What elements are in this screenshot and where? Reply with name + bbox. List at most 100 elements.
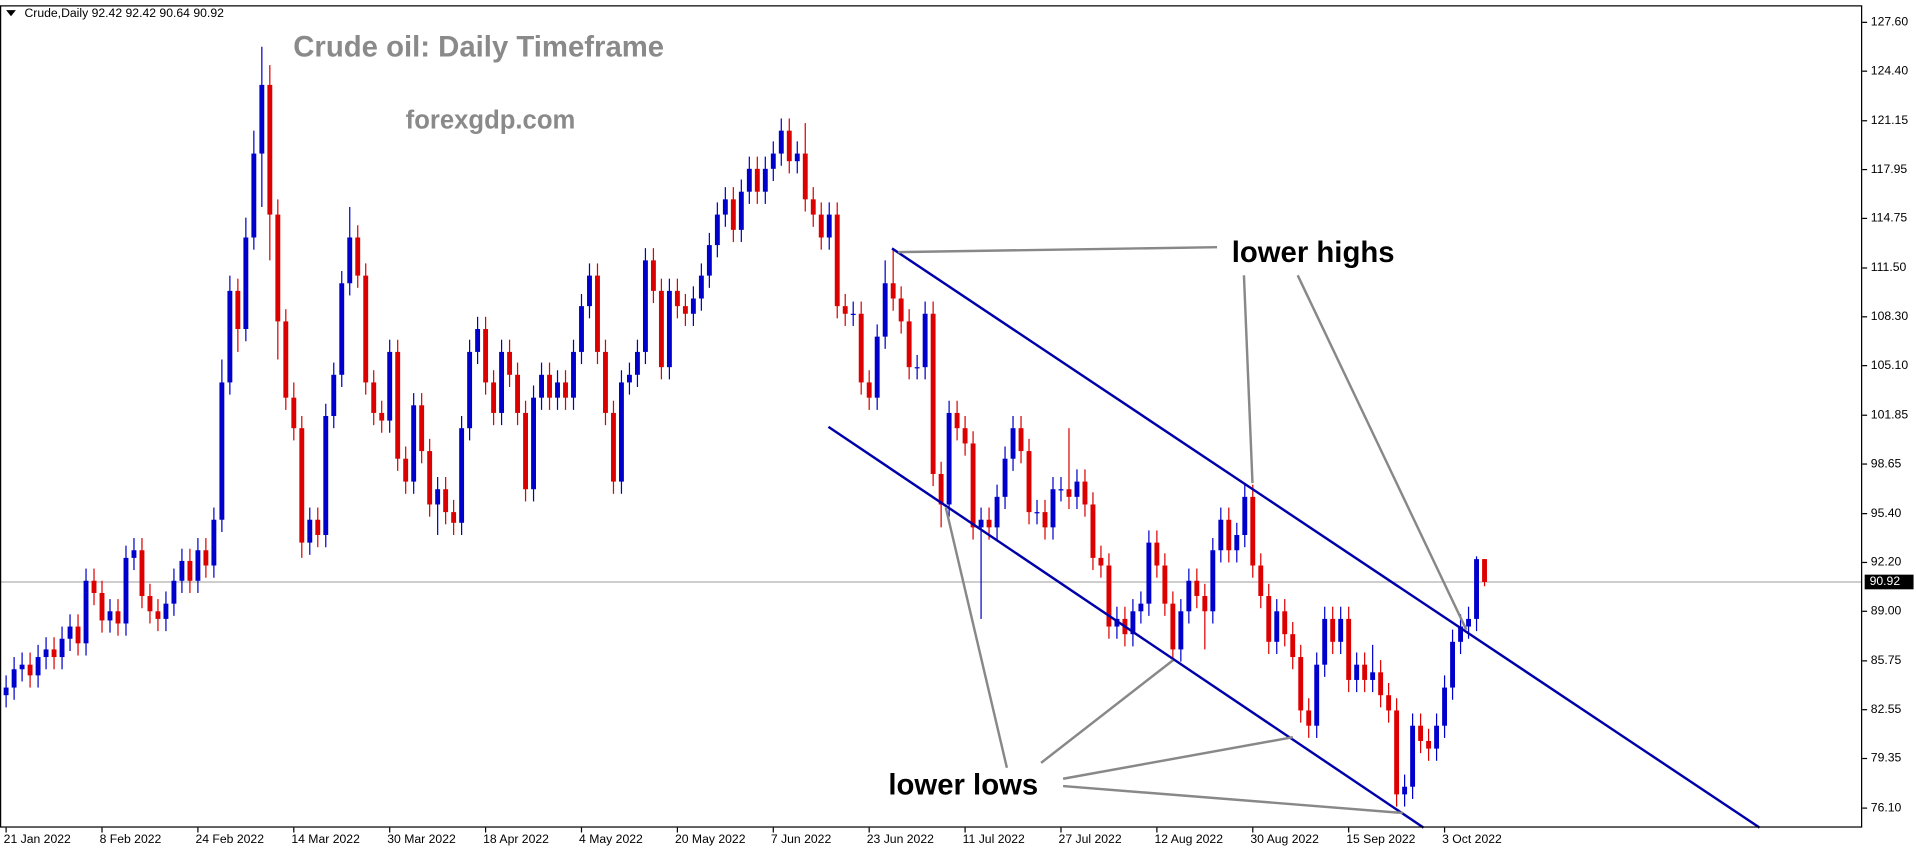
candle-body xyxy=(323,415,329,535)
x-tick-label: 3 Oct 2022 xyxy=(1442,832,1502,846)
candle-body xyxy=(986,519,992,528)
pointer xyxy=(944,507,1009,769)
channel-upper xyxy=(891,247,1761,829)
candle-body xyxy=(994,496,1000,528)
candle-body xyxy=(1202,596,1208,612)
candle-body xyxy=(627,374,632,383)
candle-body xyxy=(906,321,912,368)
candle-body xyxy=(411,405,417,482)
candle-body xyxy=(339,283,345,375)
candle-body xyxy=(443,489,449,513)
candle-body xyxy=(347,237,353,284)
candle-body xyxy=(187,560,193,581)
y-tick-label: 85.75 xyxy=(1871,653,1902,667)
candle-body xyxy=(666,290,672,368)
candle-body xyxy=(171,580,177,604)
candle-body xyxy=(1402,786,1408,795)
candle-body xyxy=(379,412,385,421)
candle-body xyxy=(834,214,840,307)
candle-body xyxy=(1146,542,1152,604)
candle-body xyxy=(1066,489,1072,497)
x-tick-label: 21 Jan 2022 xyxy=(4,832,71,846)
candle-body xyxy=(483,329,489,383)
candle-body xyxy=(547,374,552,398)
candle-body xyxy=(770,153,776,169)
candle-body xyxy=(371,382,377,413)
x-tick-label: 20 May 2022 xyxy=(675,832,746,846)
candle-body xyxy=(531,397,536,490)
candle-body xyxy=(259,84,265,154)
annotation: lower lows xyxy=(888,769,1038,802)
candle-body xyxy=(682,306,688,314)
candle-body xyxy=(962,428,968,444)
candle-body xyxy=(1386,695,1392,711)
candle-body xyxy=(467,351,473,429)
candle-body xyxy=(674,290,680,307)
candle-body xyxy=(1266,596,1272,642)
candle-body xyxy=(1426,740,1432,749)
candle-body xyxy=(938,473,944,505)
candle-body xyxy=(115,611,121,624)
candle-body xyxy=(563,382,568,398)
candle-body xyxy=(475,329,481,352)
candle-body xyxy=(283,321,289,398)
candle-body xyxy=(634,351,640,375)
candle-body xyxy=(27,664,33,676)
candle-body xyxy=(1450,641,1456,688)
candle-body xyxy=(83,580,89,644)
candle-body xyxy=(523,412,528,490)
last-price-label: 90.92 xyxy=(1870,574,1901,588)
candle-body xyxy=(459,428,465,523)
candle-body xyxy=(866,382,872,398)
candle-body xyxy=(1306,710,1312,726)
candle-body xyxy=(874,336,880,398)
candle-body xyxy=(1362,664,1368,680)
candle-body xyxy=(611,412,616,482)
candle-body xyxy=(219,382,225,520)
candle-body xyxy=(970,443,976,528)
candle-body xyxy=(395,351,401,459)
candle-body xyxy=(1354,664,1360,680)
y-tick-label: 105.10 xyxy=(1871,358,1909,372)
candle-body xyxy=(1010,428,1016,459)
candle-body xyxy=(802,153,808,200)
candle-body xyxy=(35,657,41,676)
candle-body xyxy=(1114,618,1120,627)
chart-title: Crude oil: Daily Timeframe xyxy=(293,31,664,64)
candle-body xyxy=(515,374,521,413)
pointer xyxy=(1062,784,1403,815)
candle-body xyxy=(1058,489,1064,491)
candle-body xyxy=(299,428,305,543)
candle-body xyxy=(946,412,952,505)
x-tick-label: 30 Mar 2022 xyxy=(387,832,456,846)
x-tick-label: 15 Sep 2022 xyxy=(1346,832,1415,846)
y-tick-label: 95.40 xyxy=(1871,506,1902,520)
pointer xyxy=(898,245,1218,254)
candle-body xyxy=(1474,559,1479,619)
x-tick-label: 23 Jun 2022 xyxy=(867,832,934,846)
candle-body xyxy=(706,245,712,276)
candle-body xyxy=(275,214,281,322)
candle-body xyxy=(1002,458,1008,497)
candle-body xyxy=(1130,611,1136,635)
candle-body xyxy=(291,397,297,429)
candle-body xyxy=(650,260,656,291)
candle-body xyxy=(1442,687,1448,726)
candle-body xyxy=(211,519,217,566)
candle-body xyxy=(914,367,920,369)
candle-body xyxy=(1226,519,1232,551)
chart-header: Crude,Daily 92.42 92.42 90.64 90.92 xyxy=(24,6,224,20)
candle-body xyxy=(427,451,433,505)
candle-body xyxy=(1394,710,1400,795)
candle-body xyxy=(51,649,57,658)
y-tick-label: 124.40 xyxy=(1871,63,1909,77)
y-tick-label: 108.30 xyxy=(1871,309,1909,323)
candle-body xyxy=(842,306,848,314)
x-tick-label: 12 Aug 2022 xyxy=(1154,832,1223,846)
candle-body xyxy=(882,283,888,337)
x-tick-label: 24 Feb 2022 xyxy=(195,832,264,846)
candle-body xyxy=(3,687,9,696)
x-tick-label: 11 Jul 2022 xyxy=(963,832,1025,846)
y-tick-label: 114.75 xyxy=(1871,211,1908,225)
